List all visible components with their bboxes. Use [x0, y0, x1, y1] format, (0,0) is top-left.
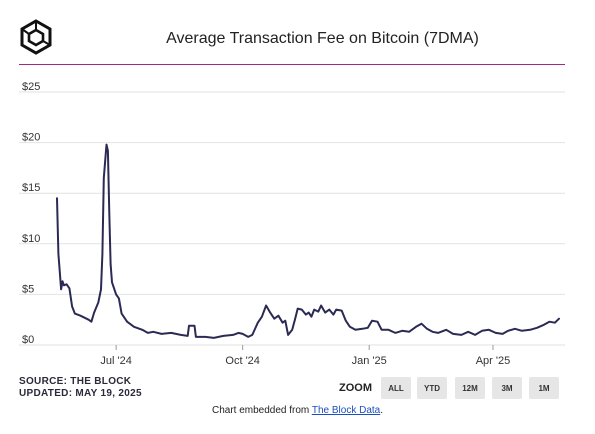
title-divider	[19, 64, 565, 65]
zoom-label: ZOOM	[339, 382, 372, 394]
y-tick-label: $0	[22, 334, 34, 346]
zoom-1m-button[interactable]: 1M	[529, 377, 559, 399]
x-tick-label: Jul '24	[100, 355, 131, 367]
the-block-data-link[interactable]: The Block Data	[311, 405, 381, 416]
embed-prefix: Chart embedded from	[211, 405, 312, 416]
y-tick-label: $25	[22, 81, 40, 93]
x-tick-label: Oct '24	[225, 355, 260, 367]
zoom-12m-button[interactable]: 12M	[455, 377, 485, 399]
zoom-all-button[interactable]: ALL	[381, 377, 411, 399]
x-tick-label: Apr '25	[476, 355, 511, 367]
embed-credit: Chart embedded from The Block Data.	[0, 405, 595, 416]
zoom-3m-button[interactable]: 3M	[492, 377, 522, 399]
chart-title: Average Transaction Fee on Bitcoin (7DMA…	[166, 30, 479, 47]
zoom-ytd-button[interactable]: YTD	[417, 377, 447, 399]
y-tick-label: $15	[22, 182, 40, 194]
updated-text: UPDATED: MAY 19, 2025	[19, 388, 142, 399]
y-tick-label: $20	[22, 132, 40, 144]
the-block-logo-icon	[20, 19, 52, 55]
chart-meta: SOURCE: THE BLOCK UPDATED: MAY 19, 2025	[19, 376, 142, 400]
y-tick-label: $10	[22, 233, 40, 245]
fee-series-line[interactable]	[56, 143, 560, 339]
embed-suffix: .	[380, 405, 384, 416]
source-text: SOURCE: THE BLOCK	[19, 376, 132, 387]
x-tick-label: Jan '25	[352, 355, 387, 367]
fee-line-chart[interactable]: $0 $5 $10 $15 $20 $25 Jul '24 Oct '24 Jan '25 Ap…	[0, 0, 595, 372]
y-tick-label: $5	[22, 283, 34, 295]
